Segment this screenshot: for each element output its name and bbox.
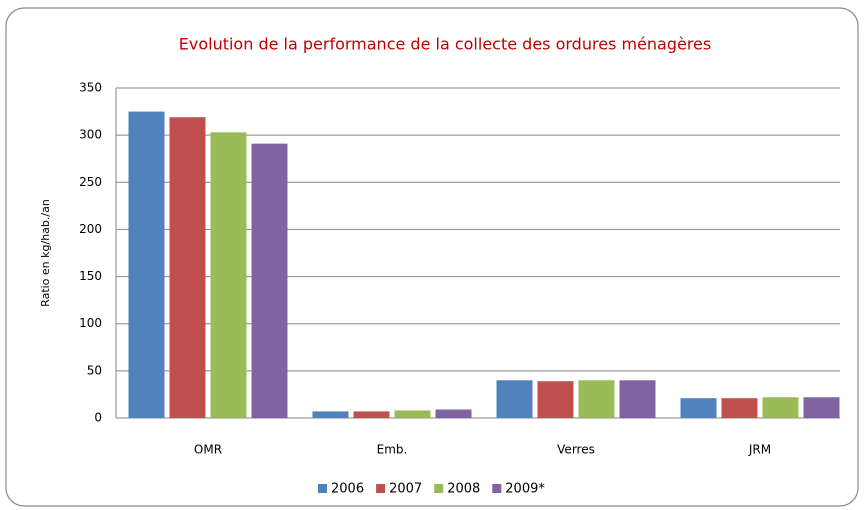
y-tick-label: 300 (79, 128, 102, 142)
chart-title: Evolution de la performance de la collec… (179, 35, 711, 54)
bar (128, 111, 165, 419)
bar (762, 397, 799, 418)
bar (435, 409, 472, 418)
bar (537, 381, 574, 418)
bar (353, 411, 390, 418)
bar (394, 410, 431, 418)
y-tick-label: 50 (87, 363, 102, 377)
legend-label: 2009* (505, 482, 545, 497)
bar (619, 380, 656, 418)
y-tick-label: 250 (79, 175, 102, 189)
bar (169, 117, 206, 418)
bar (680, 398, 717, 418)
y-tick-label: 100 (79, 316, 102, 330)
bar (721, 398, 758, 418)
legend-swatch (318, 484, 327, 493)
y-axis-label: Ratio en kg/hab./an (39, 199, 52, 307)
bar (210, 132, 247, 419)
x-tick-label: Verres (557, 443, 595, 457)
legend-label: 2007 (389, 482, 422, 497)
y-tick-label: 0 (94, 411, 102, 425)
y-tick-label: 350 (79, 81, 102, 95)
bar (496, 380, 533, 418)
bar (803, 397, 840, 418)
y-tick-label: 150 (79, 269, 102, 283)
bar (312, 411, 349, 418)
bar (578, 380, 615, 418)
legend-swatch (492, 484, 502, 493)
legend-label: 2008 (447, 482, 480, 497)
bar (251, 143, 288, 418)
x-tick-label: OMR (194, 443, 222, 457)
legend-swatch (434, 484, 444, 493)
y-tick-label: 200 (79, 222, 102, 236)
legend-swatch (376, 484, 386, 493)
x-tick-label: Emb. (377, 443, 408, 457)
x-tick-label: JRM (748, 443, 771, 457)
legend-label: 2006 (331, 482, 364, 497)
